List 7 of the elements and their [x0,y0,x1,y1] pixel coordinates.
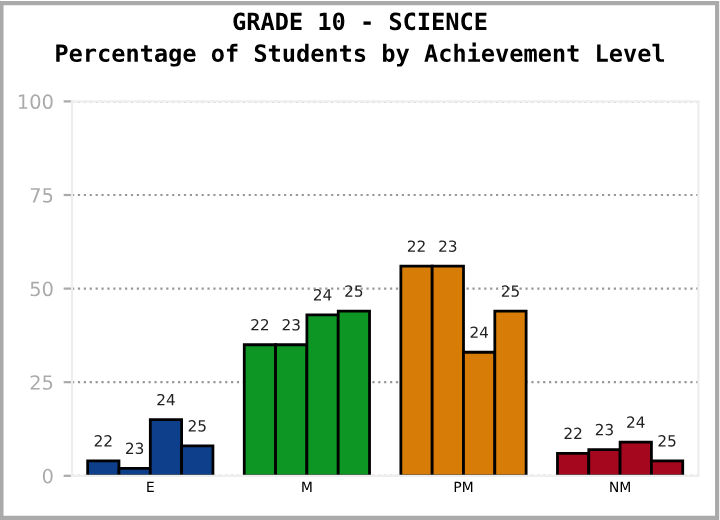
y-tick-label: 100 [18,94,53,110]
y-tick-label: 75 [30,188,53,203]
chart-title: GRADE 10 - SCIENCE [233,12,487,31]
chart-subtitle: Percentage of Students by Achievement Level [56,42,665,67]
y-tick-label: 0 [42,468,53,484]
y-tick-label: 50 [30,281,53,297]
y-tick-label: 25 [30,375,53,390]
